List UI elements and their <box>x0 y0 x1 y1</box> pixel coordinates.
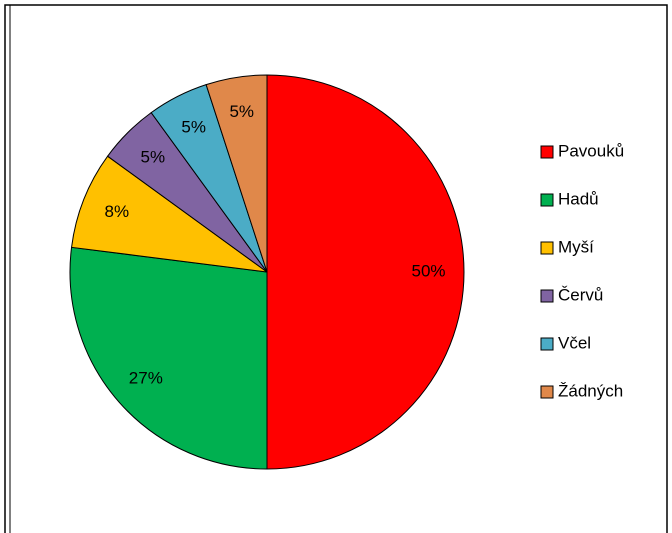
data-label: 8% <box>105 202 130 221</box>
data-label: 50% <box>412 261 446 280</box>
legend-swatch <box>540 145 554 159</box>
legend-swatch <box>540 193 554 207</box>
pie-slice <box>69 246 268 470</box>
legend-label: Myší <box>558 237 594 256</box>
data-label: 27% <box>129 368 163 387</box>
legend-swatch <box>540 241 554 255</box>
legend-swatch <box>540 385 554 399</box>
pie-slice <box>205 74 268 273</box>
pie-slice <box>70 155 268 273</box>
legend-label: Hadů <box>558 189 599 208</box>
legend-label: Pavouků <box>558 141 624 160</box>
legend-label: Žádných <box>558 381 623 400</box>
legend-swatch <box>540 289 554 303</box>
pie-slice <box>266 74 465 470</box>
data-label: 5% <box>140 147 165 166</box>
data-label: 5% <box>229 102 254 121</box>
data-label: 5% <box>181 118 206 137</box>
frame <box>4 4 668 533</box>
legend-label: Červů <box>558 285 603 304</box>
legend-label: Včel <box>558 333 591 352</box>
legend-swatch <box>540 337 554 351</box>
